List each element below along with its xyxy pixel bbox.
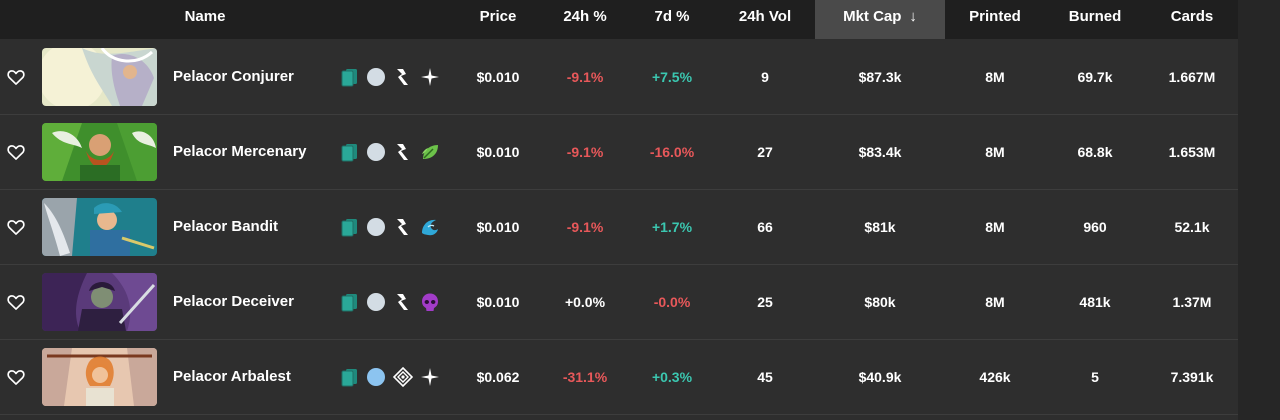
change-24h-value: +0.0%	[564, 294, 606, 310]
card-name[interactable]: Pelacor Conjurer	[173, 68, 294, 85]
price-value: $0.010	[476, 219, 520, 235]
cards-value: 52.1k	[1174, 219, 1210, 235]
change-7d-value: -16.0%	[649, 144, 695, 160]
change-7d-value: -0.0%	[653, 294, 691, 310]
card-art-thumbnail[interactable]	[42, 198, 157, 256]
volume-24h-value: 45	[757, 369, 773, 385]
rarity-dot-common-icon	[366, 217, 386, 237]
favorite-heart-icon[interactable]	[6, 142, 26, 162]
change-24h-value: -9.1%	[566, 69, 604, 85]
rarity-dot-common-icon	[366, 142, 386, 162]
card-name[interactable]: Pelacor Bandit	[173, 218, 279, 235]
card-attribute-icons	[340, 292, 440, 314]
card-market-table: Name Price 24h % 7d % 24h Vol Mkt Cap ↓ P…	[0, 0, 1238, 415]
cards-value: 1.653M	[1168, 144, 1216, 160]
header-24h-change[interactable]: 24h %	[563, 8, 607, 25]
change-24h-value: -9.1%	[566, 219, 604, 235]
favorite-heart-icon[interactable]	[6, 217, 26, 237]
card-attribute-icons	[340, 217, 440, 239]
element-death-icon	[420, 292, 440, 312]
favorite-heart-icon[interactable]	[6, 367, 26, 387]
burned-value: 481k	[1079, 294, 1111, 310]
market-cap-value: $40.9k	[858, 369, 902, 385]
header-7d-change[interactable]: 7d %	[654, 8, 690, 25]
price-value: $0.010	[476, 294, 520, 310]
card-icon	[340, 292, 360, 312]
burned-value: 68.8k	[1077, 144, 1113, 160]
printed-value: 8M	[985, 69, 1005, 85]
card-art-thumbnail[interactable]	[42, 48, 157, 106]
table-row[interactable]: Pelacor Arbalest $0.062 -31.1% +0.3% 45 …	[0, 340, 1238, 415]
edition-alt-icon	[392, 366, 414, 388]
card-attribute-icons	[340, 142, 440, 164]
header-cards[interactable]: Cards	[1170, 8, 1214, 25]
card-name[interactable]: Pelacor Deceiver	[173, 293, 294, 310]
change-7d-value: +7.5%	[651, 69, 693, 85]
card-icon	[340, 67, 360, 87]
printed-value: 426k	[979, 369, 1011, 385]
cards-value: 7.391k	[1170, 369, 1214, 385]
header-market-cap[interactable]: Mkt Cap ↓	[815, 0, 945, 39]
card-attribute-icons	[340, 366, 440, 389]
edition-icon	[393, 142, 413, 162]
burned-value: 5	[1091, 369, 1099, 385]
card-art-thumbnail[interactable]	[42, 348, 157, 406]
card-name[interactable]: Pelacor Mercenary	[173, 143, 307, 160]
sort-descending-icon: ↓	[909, 8, 917, 25]
price-value: $0.010	[476, 144, 520, 160]
element-earth-icon	[420, 142, 440, 162]
volume-24h-value: 27	[757, 144, 773, 160]
card-art-thumbnail[interactable]	[42, 123, 157, 181]
card-attribute-icons	[340, 67, 440, 89]
cards-value: 1.37M	[1172, 294, 1212, 310]
change-24h-value: -31.1%	[562, 369, 608, 385]
volume-24h-value: 25	[757, 294, 773, 310]
header-printed[interactable]: Printed	[969, 8, 1021, 25]
table-row[interactable]: Pelacor Mercenary $0.010 -9.1% -16.0% 27…	[0, 115, 1238, 190]
table-row[interactable]: Pelacor Conjurer $0.010 -9.1% +7.5% 9 $8…	[0, 40, 1238, 115]
printed-value: 8M	[985, 144, 1005, 160]
change-7d-value: +1.7%	[651, 219, 693, 235]
card-icon	[340, 367, 360, 387]
market-cap-value: $83.4k	[858, 144, 902, 160]
favorite-heart-icon[interactable]	[6, 292, 26, 312]
card-icon	[340, 217, 360, 237]
change-24h-value: -9.1%	[566, 144, 604, 160]
page-background-edge	[1238, 0, 1280, 420]
volume-24h-value: 66	[757, 219, 773, 235]
market-cap-value: $81k	[864, 219, 896, 235]
cards-value: 1.667M	[1168, 69, 1216, 85]
header-price[interactable]: Price	[479, 8, 517, 25]
card-art-thumbnail[interactable]	[42, 273, 157, 331]
rarity-dot-rare-icon	[366, 367, 386, 387]
edition-icon	[393, 217, 413, 237]
change-7d-value: +0.3%	[651, 369, 693, 385]
price-value: $0.062	[476, 369, 520, 385]
card-icon	[340, 142, 360, 162]
element-water-icon	[420, 217, 440, 237]
rarity-dot-common-icon	[366, 67, 386, 87]
header-24h-volume[interactable]: 24h Vol	[738, 8, 792, 25]
price-value: $0.010	[476, 69, 520, 85]
header-burned[interactable]: Burned	[1068, 8, 1122, 25]
favorite-heart-icon[interactable]	[6, 67, 26, 87]
table-row[interactable]: Pelacor Deceiver $0.010 +0.0% -0.0% 25 $…	[0, 265, 1238, 340]
card-name[interactable]: Pelacor Arbalest	[173, 368, 291, 385]
element-neutral-icon	[420, 67, 440, 87]
burned-value: 960	[1083, 219, 1107, 235]
header-name[interactable]: Name	[184, 8, 226, 25]
printed-value: 8M	[985, 294, 1005, 310]
volume-24h-value: 9	[761, 69, 769, 85]
table-row[interactable]: Pelacor Bandit $0.010 -9.1% +1.7% 66 $81…	[0, 190, 1238, 265]
element-neutral-icon	[420, 367, 440, 387]
edition-icon	[393, 292, 413, 312]
market-cap-value: $87.3k	[858, 69, 902, 85]
printed-value: 8M	[985, 219, 1005, 235]
burned-value: 69.7k	[1077, 69, 1113, 85]
market-cap-value: $80k	[864, 294, 896, 310]
table-header: Name Price 24h % 7d % 24h Vol Mkt Cap ↓ P…	[0, 0, 1238, 39]
header-market-cap-label: Mkt Cap	[843, 8, 902, 25]
edition-icon	[393, 67, 413, 87]
rarity-dot-common-icon	[366, 292, 386, 312]
